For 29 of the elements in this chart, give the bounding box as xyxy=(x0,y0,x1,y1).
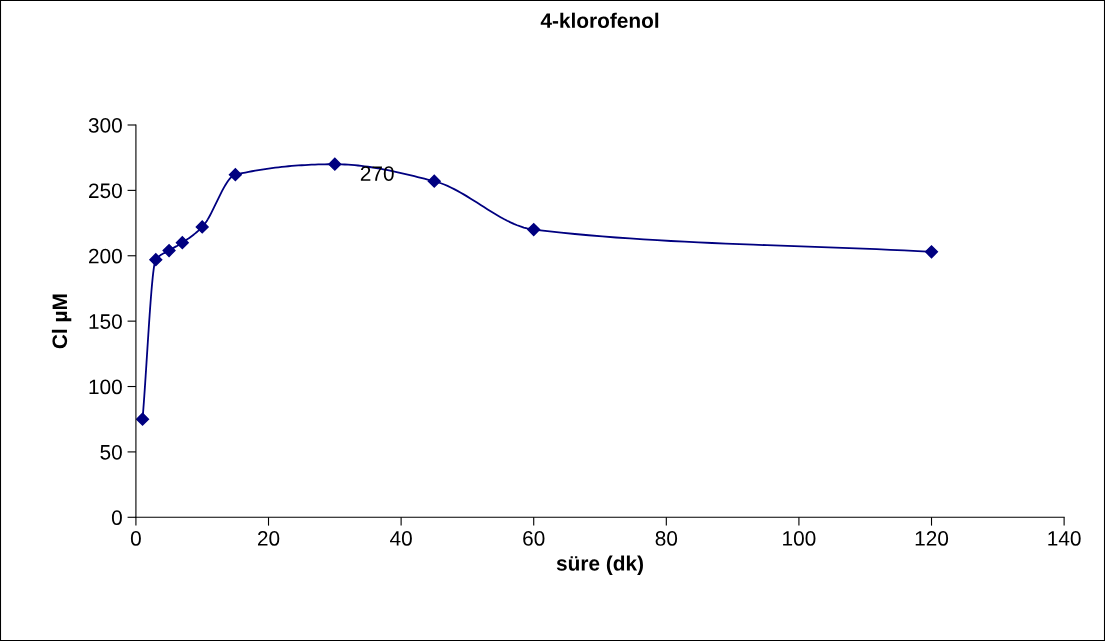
y-axis-title: Cl µM xyxy=(51,294,72,349)
x-tick-label: 20 xyxy=(257,531,280,546)
point xyxy=(924,245,939,259)
point xyxy=(328,157,342,171)
point xyxy=(149,253,163,267)
point xyxy=(527,223,541,237)
x-tick-label: 120 xyxy=(915,531,949,546)
point xyxy=(195,220,209,234)
x-axis-title: süre (dk) xyxy=(556,555,643,575)
point xyxy=(175,236,189,250)
point xyxy=(228,168,242,182)
y-tick-label: 150 xyxy=(89,314,122,329)
point xyxy=(135,412,150,426)
y-tick-label: 50 xyxy=(100,444,122,460)
chart-title: 4-klorofenol xyxy=(540,12,659,28)
x-tick-label: 80 xyxy=(655,531,678,546)
x-tick-label: 100 xyxy=(783,531,816,546)
y-tick-label: 0 xyxy=(111,510,122,526)
point xyxy=(427,174,441,188)
y-tick-label: 100 xyxy=(89,379,122,395)
y-tick-label: 300 xyxy=(88,118,122,133)
x-tick-label: 40 xyxy=(390,531,412,546)
point xyxy=(162,243,176,258)
x-tick-label: 140 xyxy=(1048,531,1081,546)
y-tick-label: 250 xyxy=(89,183,122,199)
x-tick-label: 0 xyxy=(130,531,141,546)
y-tick-label: 200 xyxy=(89,248,122,264)
annotation: 270 xyxy=(360,166,394,181)
x-tick-label: 60 xyxy=(523,531,545,546)
